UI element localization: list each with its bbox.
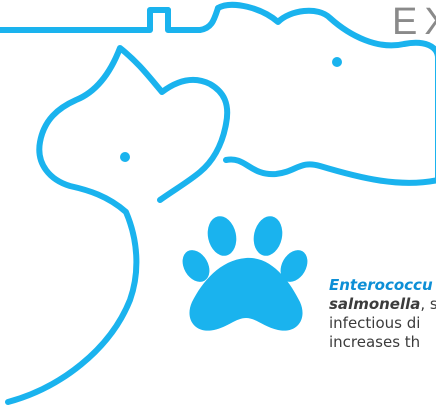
paragraph-line-2: salmonella, s	[329, 295, 436, 314]
paragraph-line-3: infectious di	[329, 314, 421, 332]
bacteria-term-2: salmonella	[329, 295, 421, 313]
description-paragraph: Enterococcu salmonella, s infectious di …	[329, 276, 436, 352]
paw-print-icon	[182, 216, 308, 331]
paragraph-line-2-rest: , s	[420, 295, 436, 313]
cat-eye-icon	[120, 152, 130, 162]
section-heading: EX	[392, 1, 436, 43]
frame-corner	[0, 5, 221, 33]
dog-outline-icon	[215, 1, 436, 186]
paragraph-line-1: Enterococcu	[329, 276, 436, 295]
dog-eye-icon	[332, 57, 342, 67]
cat-outline-icon	[5, 45, 231, 405]
paragraph-line-4: increases th	[329, 333, 421, 351]
bacteria-term: Enterococcu	[329, 276, 433, 294]
